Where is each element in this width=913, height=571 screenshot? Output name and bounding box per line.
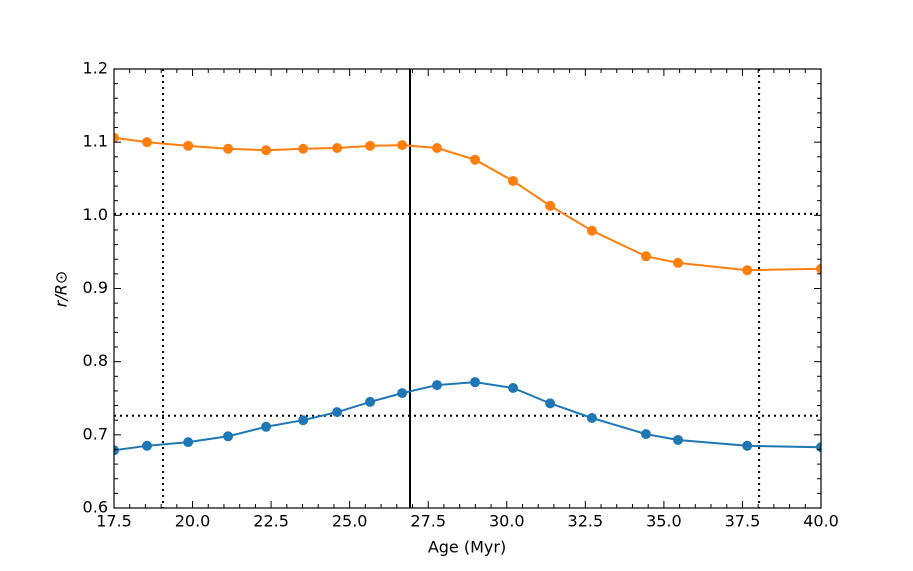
x-tick-label: 30.0 xyxy=(489,512,525,531)
marker xyxy=(141,137,152,148)
y-tick-label: 1.1 xyxy=(83,132,108,151)
marker xyxy=(508,383,519,394)
marker xyxy=(470,154,481,165)
marker xyxy=(261,421,272,432)
marker xyxy=(397,140,408,151)
marker xyxy=(298,415,309,426)
marker xyxy=(332,143,343,154)
y-tick-label: 0.7 xyxy=(83,424,108,443)
marker xyxy=(508,175,519,186)
marker xyxy=(183,140,194,151)
x-tick-label: 37.5 xyxy=(725,512,761,531)
marker xyxy=(673,257,684,268)
marker xyxy=(141,440,152,451)
y-tick-label: 0.8 xyxy=(83,351,108,370)
x-tick-label: 22.5 xyxy=(253,512,289,531)
x-tick-label: 17.5 xyxy=(96,512,132,531)
marker xyxy=(183,437,194,448)
y-tick-label: 0.6 xyxy=(83,498,108,517)
marker xyxy=(365,396,376,407)
marker xyxy=(470,377,481,388)
marker xyxy=(586,225,597,236)
x-tick-label: 32.5 xyxy=(568,512,604,531)
x-tick-label: 35.0 xyxy=(646,512,682,531)
marker xyxy=(223,143,234,154)
x-axis-label: Age (Myr) xyxy=(428,538,506,557)
x-tick-label: 27.5 xyxy=(410,512,446,531)
marker xyxy=(432,380,443,391)
marker xyxy=(365,140,376,151)
marker xyxy=(432,143,443,154)
x-tick-label: 20.0 xyxy=(175,512,211,531)
marker xyxy=(640,429,651,440)
marker xyxy=(586,413,597,424)
series-line xyxy=(114,136,821,272)
marker xyxy=(114,445,119,456)
y-tick-label: 1.2 xyxy=(83,59,108,78)
x-tick-label: 40.0 xyxy=(803,512,839,531)
marker xyxy=(545,398,556,409)
marker xyxy=(261,145,272,156)
marker xyxy=(673,434,684,445)
marker xyxy=(223,431,234,442)
marker xyxy=(397,388,408,399)
marker xyxy=(742,265,753,276)
y-axis-label: r/R⊙ xyxy=(52,271,71,308)
marker xyxy=(114,132,119,143)
marker xyxy=(298,143,309,154)
marker xyxy=(545,200,556,211)
plot-area xyxy=(114,132,821,456)
y-tick-label: 0.9 xyxy=(83,278,108,297)
marker xyxy=(816,263,821,274)
x-tick-label: 25.0 xyxy=(332,512,368,531)
series-line xyxy=(114,381,821,452)
marker xyxy=(640,251,651,262)
marker xyxy=(332,407,343,418)
y-tick-label: 1.0 xyxy=(83,205,108,224)
marker xyxy=(742,440,753,451)
